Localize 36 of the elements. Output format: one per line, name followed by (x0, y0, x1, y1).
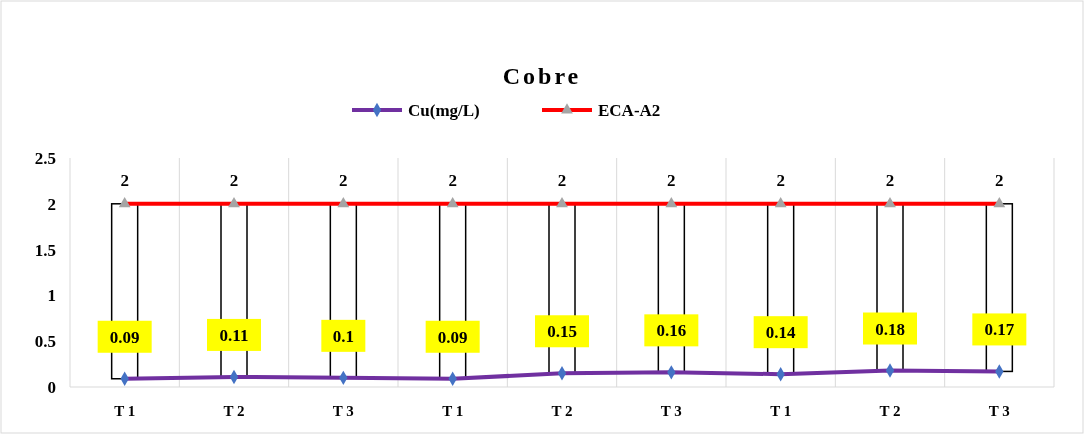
data-label: 0.09 (109, 327, 140, 347)
y-tick-label: 0 (47, 378, 56, 397)
data-label: 0.16 (656, 321, 687, 341)
data-label: 2 (557, 170, 567, 190)
data-label: 2 (885, 170, 895, 190)
data-label: 2 (229, 170, 239, 190)
data-label: 0.15 (547, 322, 577, 342)
x-tick-label: T 2 (551, 403, 573, 419)
data-label: 2 (667, 170, 676, 190)
y-tick-label: 1 (47, 286, 56, 306)
y-tick-label: 2 (47, 194, 56, 214)
data-label: 2 (776, 170, 785, 190)
x-tick-label: T 3 (332, 403, 354, 419)
data-label: 2 (339, 170, 348, 190)
data-label: 2 (120, 170, 129, 190)
data-label: 0.1 (332, 326, 354, 346)
x-tick-label: T 1 (770, 403, 792, 419)
data-label: 0.18 (875, 319, 905, 339)
data-label: 2 (448, 170, 457, 190)
x-tick-label: T 3 (988, 403, 1010, 419)
data-label: 0.17 (984, 320, 1015, 340)
x-tick-label: T 2 (879, 403, 901, 419)
y-tick-label: 1.5 (34, 240, 56, 260)
data-label: 0.09 (437, 327, 468, 347)
legend-label: Cu(mg/L) (408, 101, 480, 120)
x-tick-label: T 1 (114, 403, 136, 419)
chart-title: Cobre (502, 63, 582, 89)
y-tick-label: 0.5 (34, 332, 56, 352)
x-tick-label: T 3 (660, 403, 682, 419)
x-tick-label: T 2 (223, 403, 245, 419)
x-tick-label: T 1 (442, 403, 464, 419)
data-label: 0.11 (219, 325, 249, 345)
y-tick-label: 2.5 (34, 149, 56, 168)
data-label: 0.14 (765, 323, 797, 343)
legend-label: ECA-A2 (598, 101, 661, 120)
data-label: 2 (995, 170, 1004, 190)
